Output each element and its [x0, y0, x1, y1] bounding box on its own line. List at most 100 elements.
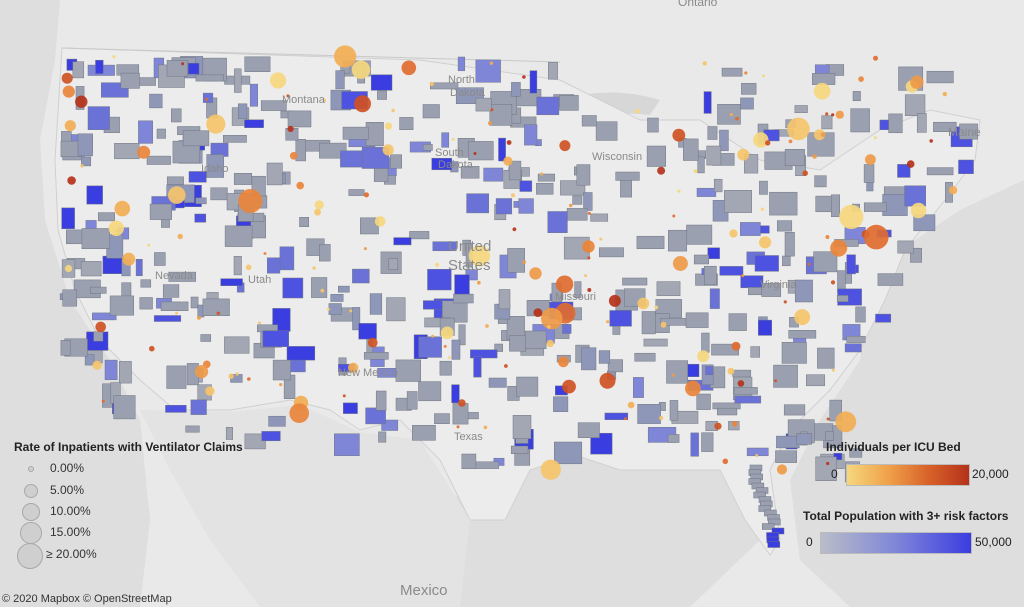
county-shape[interactable] [572, 195, 583, 205]
county-bubble[interactable] [635, 108, 640, 114]
county-shape[interactable] [224, 225, 253, 247]
county-shape[interactable] [418, 381, 442, 402]
county-shape[interactable] [363, 352, 389, 360]
county-shape[interactable] [358, 323, 377, 340]
county-bubble[interactable] [776, 464, 788, 475]
county-shape[interactable] [647, 117, 659, 133]
county-shape[interactable] [498, 137, 506, 162]
county-shape[interactable] [61, 207, 75, 230]
county-shape[interactable] [109, 295, 134, 316]
county-shape[interactable] [238, 103, 248, 119]
map-attribution[interactable]: © 2020 Mapbox © OpenStreetMap [2, 593, 172, 605]
county-shape[interactable] [160, 301, 189, 311]
county-shape[interactable] [849, 448, 863, 458]
county-shape[interactable] [548, 62, 558, 80]
county-shape[interactable] [432, 241, 457, 252]
county-shape[interactable] [783, 404, 806, 416]
county-shape[interactable] [473, 356, 482, 378]
county-shape[interactable] [754, 255, 779, 272]
county-bubble[interactable] [729, 113, 733, 117]
county-shape[interactable] [777, 220, 793, 232]
county-shape[interactable] [510, 445, 529, 454]
county-shape[interactable] [707, 126, 718, 140]
county-bubble[interactable] [489, 61, 494, 65]
county-shape[interactable] [562, 324, 572, 334]
county-shape[interactable] [375, 390, 387, 411]
county-bubble[interactable] [342, 394, 346, 398]
county-shape[interactable] [669, 400, 679, 421]
county-shape[interactable] [452, 403, 469, 425]
county-shape[interactable] [703, 91, 712, 114]
county-shape[interactable] [719, 266, 744, 276]
county-shape[interactable] [495, 198, 513, 215]
county-shape[interactable] [656, 281, 681, 296]
county-shape[interactable] [352, 268, 370, 284]
county-shape[interactable] [102, 255, 125, 274]
county-shape[interactable] [113, 395, 136, 420]
county-bubble[interactable] [737, 380, 745, 387]
county-shape[interactable] [138, 77, 156, 86]
county-shape[interactable] [427, 269, 452, 291]
county-bubble[interactable] [830, 280, 836, 285]
county-bubble[interactable] [440, 326, 454, 340]
county-bubble[interactable] [149, 345, 155, 352]
county-bubble[interactable] [547, 325, 551, 329]
county-shape[interactable] [706, 145, 722, 166]
county-bubble[interactable] [587, 256, 591, 260]
county-bubble[interactable] [92, 360, 102, 370]
county-bubble[interactable] [826, 461, 830, 466]
county-bubble[interactable] [101, 399, 105, 403]
county-bubble[interactable] [685, 380, 701, 397]
county-bubble[interactable] [693, 169, 698, 174]
county-shape[interactable] [877, 273, 904, 286]
county-shape[interactable] [244, 433, 266, 450]
county-shape[interactable] [377, 90, 387, 100]
county-bubble[interactable] [348, 362, 359, 373]
county-shape[interactable] [846, 254, 856, 275]
county-bubble[interactable] [702, 61, 707, 66]
county-shape[interactable] [693, 254, 709, 265]
county-shape[interactable] [282, 277, 304, 299]
county-shape[interactable] [195, 197, 207, 205]
county-shape[interactable] [225, 427, 233, 440]
county-shape[interactable] [224, 336, 250, 354]
county-bubble[interactable] [735, 116, 739, 121]
county-bubble[interactable] [447, 356, 451, 360]
county-bubble[interactable] [865, 154, 876, 166]
county-bubble[interactable] [802, 170, 808, 176]
county-shape[interactable] [210, 187, 228, 201]
county-shape[interactable] [796, 433, 812, 445]
county-bubble[interactable] [830, 239, 848, 257]
county-bubble[interactable] [727, 367, 735, 375]
county-shape[interactable] [488, 377, 507, 388]
county-bubble[interactable] [627, 401, 635, 409]
county-shape[interactable] [352, 307, 361, 331]
county-shape[interactable] [574, 281, 582, 299]
county-shape[interactable] [266, 162, 283, 186]
county-shape[interactable] [844, 343, 862, 353]
county-bubble[interactable] [774, 379, 778, 383]
county-shape[interactable] [897, 164, 911, 178]
county-bubble[interactable] [657, 166, 666, 175]
county-shape[interactable] [234, 68, 242, 93]
county-shape[interactable] [784, 149, 805, 167]
county-bubble[interactable] [637, 297, 650, 310]
county-shape[interactable] [701, 432, 714, 452]
county-shape[interactable] [220, 278, 243, 286]
county-bubble[interactable] [660, 321, 667, 328]
county-shape[interactable] [553, 396, 569, 412]
county-bubble[interactable] [61, 72, 73, 84]
county-bubble[interactable] [906, 160, 915, 168]
county-shape[interactable] [287, 110, 312, 128]
county-shape[interactable] [489, 104, 513, 126]
county-bubble[interactable] [473, 152, 477, 155]
county-shape[interactable] [744, 154, 759, 174]
county-shape[interactable] [537, 173, 555, 182]
county-shape[interactable] [547, 211, 568, 233]
county-bubble[interactable] [541, 307, 563, 330]
county-shape[interactable] [595, 121, 618, 141]
county-shape[interactable] [468, 141, 494, 161]
county-shape[interactable] [439, 360, 452, 376]
county-shape[interactable] [166, 365, 187, 389]
